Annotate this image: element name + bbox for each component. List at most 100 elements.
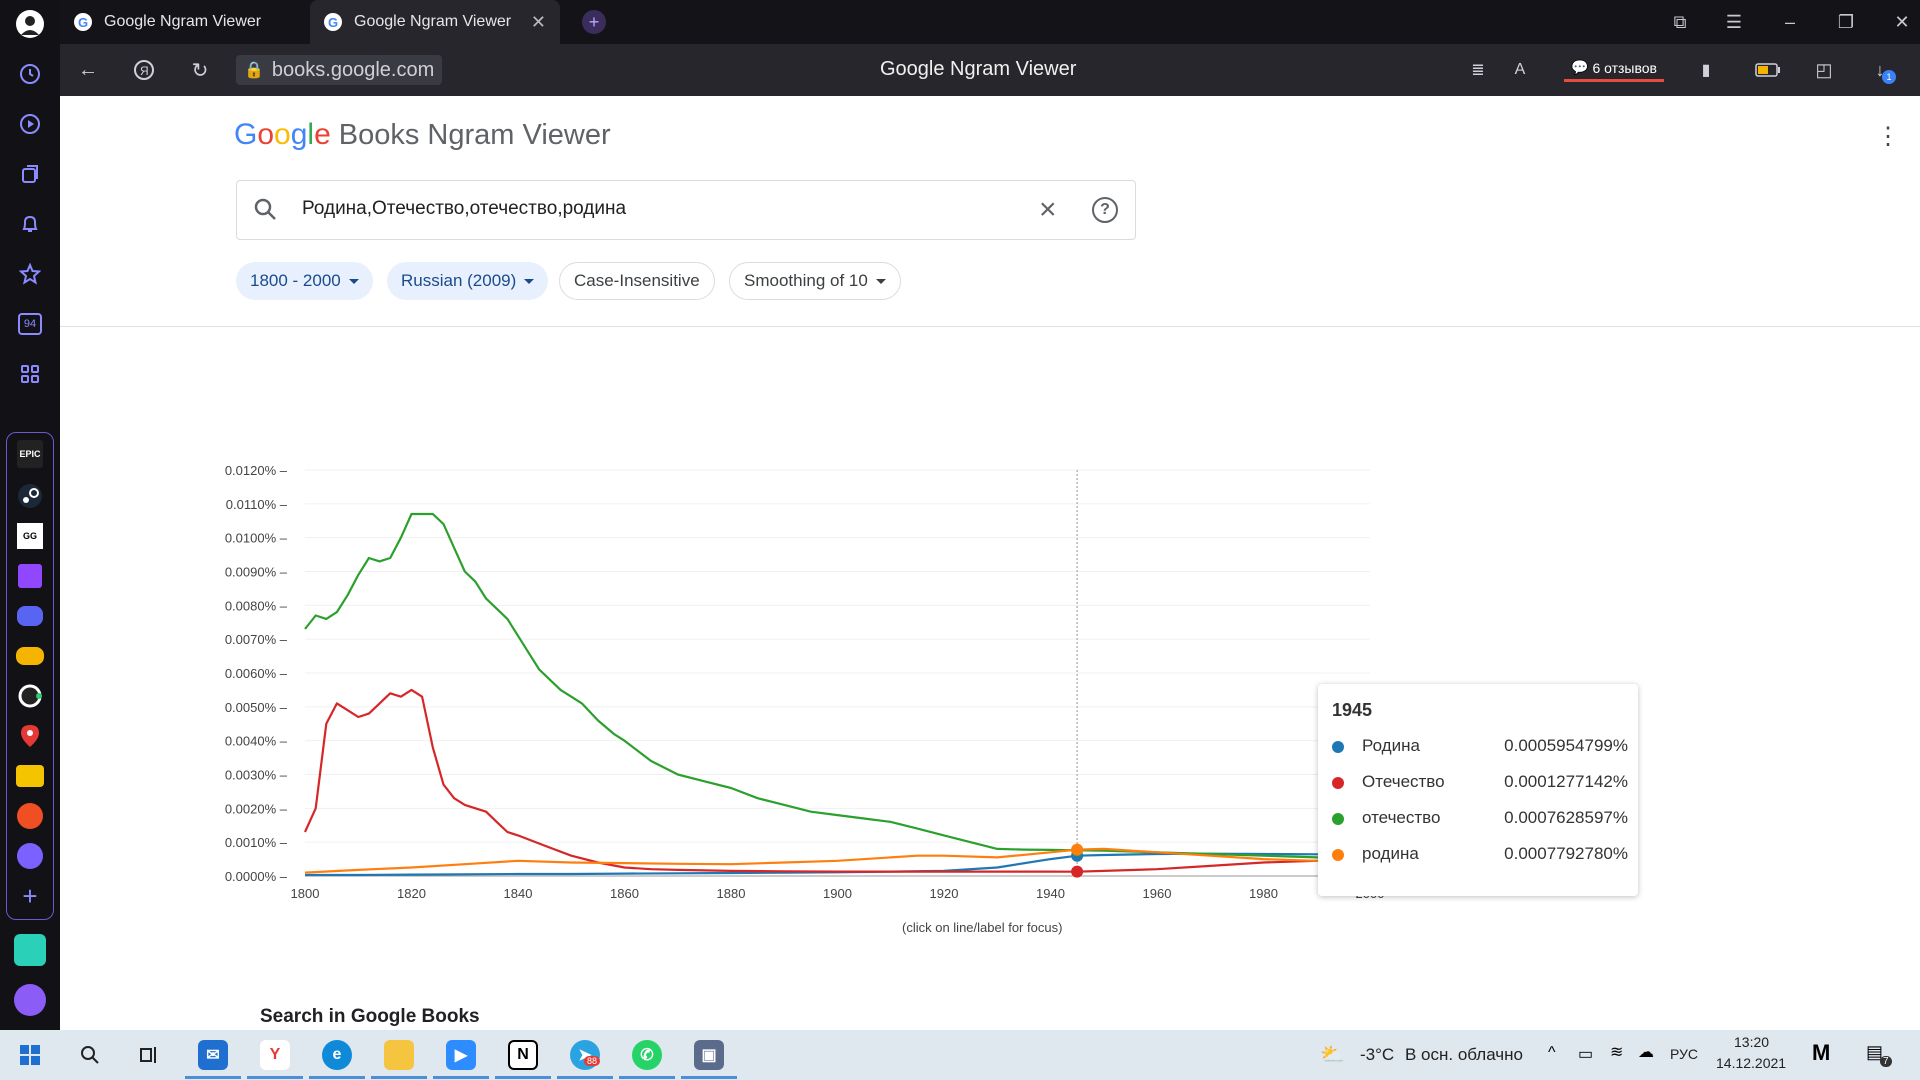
task-view-icon[interactable] [134,1040,164,1070]
tabs-overview-icon[interactable]: ⧉ [1673,11,1687,32]
minimize-icon[interactable]: – [1784,11,1795,32]
focus-point [1071,843,1084,856]
x-tick-label: 1960 [1143,886,1172,901]
series-dot [1332,777,1344,789]
sidebar-apps-group [6,432,54,920]
music-icon[interactable] [10,676,50,716]
address-bar[interactable]: 🔒 books.google.com [236,55,443,85]
steam-icon[interactable] [10,476,50,516]
alice-icon[interactable] [10,980,50,1020]
search-icon[interactable] [75,1040,105,1070]
market-icon[interactable] [10,796,50,836]
address-text: books.google.com [271,58,435,81]
notion-icon[interactable]: N [508,1040,538,1070]
add-panel-icon[interactable]: + [22,880,38,911]
reload-icon[interactable]: ↻ [191,59,209,82]
ggcom-icon[interactable]: GG [10,516,50,556]
year-range-dropdown[interactable]: 1800 - 2000 [236,262,373,300]
reviews-button[interactable]: 💬 6 отзывов [1564,56,1664,82]
video-icon[interactable] [10,104,50,144]
windows-start-icon[interactable] [15,1040,45,1070]
clock-time[interactable]: 13:20 [1734,1034,1770,1050]
collections-icon[interactable] [10,154,50,194]
google-favicon-icon: G [324,13,342,31]
app-icon[interactable]: ▣ [694,1040,724,1070]
messenger-icon[interactable] [10,836,50,876]
x-tick-label: 1900 [823,886,852,901]
page-title: Google Ngram Viewer [880,58,1077,80]
case-insensitive-toggle[interactable]: Case-Insensitive [559,262,715,300]
y-tick-label: 0.0010% – [225,835,288,850]
click-hint: (click on line/label for focus) [902,920,1063,935]
close-tab-icon[interactable]: ✕ [530,12,546,32]
clock-date[interactable]: 14.12.2021 [1716,1055,1787,1071]
search-input[interactable]: Родина,Отечество,отечество,родина [302,198,627,219]
corpus-dropdown[interactable]: Russian (2009) [387,262,549,300]
x-tick-label: 1880 [717,886,746,901]
series-line[interactable] [303,688,1371,873]
notifications-icon[interactable] [10,204,50,244]
series-value: 0.0007792780% [1504,844,1628,863]
mail-icon[interactable]: ✉ [198,1040,228,1070]
ngram-chart[interactable]: 0.0000% – 0.0010% – 0.0020% – 0.0030% – 0.00… [60,366,1920,926]
epic-games-icon[interactable]: EPIC [10,434,50,474]
downloads-icon[interactable]: ↓ 1 [1866,56,1896,84]
back-arrow-icon[interactable]: ← [78,58,98,81]
clear-search-icon[interactable]: × [1039,193,1057,226]
profile-avatar[interactable] [10,4,50,44]
counter-badge[interactable]: 94 [10,304,50,344]
reader-mode-icon[interactable]: ≣ [1471,62,1485,79]
whatsapp-icon[interactable]: ✆ [632,1040,662,1070]
yandex-icon[interactable]: Я [130,56,158,84]
tab-2[interactable]: G Google Ngram Viewer ✕ [310,0,560,44]
file-explorer-icon[interactable] [384,1040,414,1070]
series-line[interactable] [304,512,1371,861]
year-range-label: 1800 - 2000 [250,271,341,290]
more-options-icon[interactable]: ⋮ [1876,123,1900,150]
series-value: 0.0001277142% [1504,772,1628,791]
onedrive-icon[interactable]: ☁ [1638,1044,1654,1061]
help-icon[interactable]: ? [1092,197,1118,223]
chart-tooltip: 1945 Родина 0.0005954799% Отечество 0.00… [1318,684,1638,896]
extensions-icon[interactable]: ◰ [1815,59,1833,80]
send-app-icon[interactable] [10,930,50,970]
tab-1[interactable]: G Google Ngram Viewer [60,0,310,44]
menu-icon[interactable]: ☰ [1725,11,1743,32]
weather-icon: ⛅ [1320,1044,1345,1066]
x-tick-label: 1980 [1249,886,1278,901]
smoothing-dropdown[interactable]: Smoothing of 10 [729,262,901,300]
zen-icon[interactable] [10,756,50,796]
active-indicator [247,1076,303,1079]
notifications-icon[interactable]: ▤ [1866,1042,1884,1062]
download-badge: 1 [1882,70,1896,84]
series-name: родина [1362,844,1419,863]
gamepad-icon[interactable] [10,636,50,676]
zoom-icon[interactable]: ▶ [446,1040,476,1070]
history-icon[interactable] [10,54,50,94]
tray-chevron-up-icon[interactable]: ^ [1548,1044,1556,1061]
close-window-icon[interactable]: ✕ [1894,11,1910,32]
yandex-browser-icon[interactable]: Y [260,1040,290,1070]
battery-saver-icon[interactable] [1754,56,1782,84]
translate-icon[interactable]: A [1514,61,1526,78]
discord-icon[interactable] [10,596,50,636]
ngram-search-box[interactable]: Родина,Отечество,отечество,родина × ? [236,180,1136,240]
edge-icon[interactable]: e [322,1040,352,1070]
weather-desc[interactable]: В осн. облачно [1405,1045,1523,1064]
y-tick-label: 0.0060% – [225,666,288,681]
browser-sidebar: 94 EPIC GG + [0,0,60,1030]
wifi-icon[interactable]: ≋ [1610,1044,1624,1061]
bookmark-icon[interactable]: ▮ [1701,62,1711,79]
maps-pin-icon[interactable] [10,716,50,756]
apps-grid-icon[interactable] [10,354,50,394]
bookmarks-star-icon[interactable] [10,254,50,294]
restore-icon[interactable]: ❐ [1837,11,1855,32]
series-line[interactable] [304,847,1371,874]
language-indicator[interactable]: РУС [1670,1046,1699,1062]
twitch-icon[interactable] [10,556,50,596]
battery-icon[interactable]: ▭ [1578,1046,1594,1063]
weather-temp[interactable]: -3°C [1360,1045,1395,1064]
meet-now-icon[interactable]: M [1812,1040,1831,1065]
new-tab-button[interactable]: + [582,10,606,34]
